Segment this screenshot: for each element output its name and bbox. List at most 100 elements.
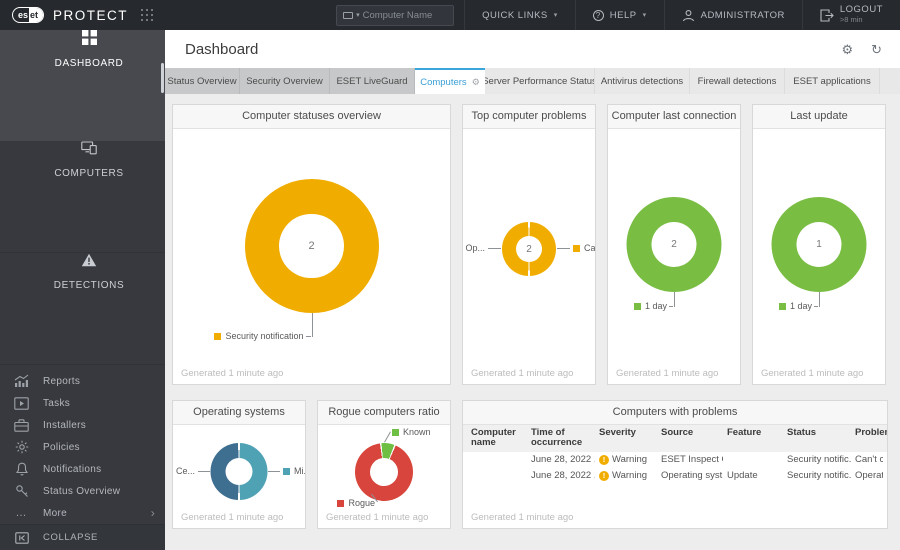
page-header: Dashboard ⚙ ↻: [165, 30, 900, 68]
generated-timestamp: Generated 1 minute ago: [326, 512, 429, 523]
rogue-ratio-donut-chart[interactable]: [355, 443, 413, 501]
product-name: PROTECT: [53, 7, 129, 23]
collapse-icon: [13, 531, 30, 544]
card-title: Operating systems: [173, 401, 305, 425]
legend-swatch: [633, 302, 641, 310]
help-label: HELP: [609, 9, 637, 21]
generated-timestamp: Generated 1 minute ago: [616, 368, 719, 379]
search-type-caret-icon[interactable]: ▾: [356, 11, 360, 19]
sidebar-scrollbar[interactable]: [161, 63, 164, 93]
legend-known: Known: [392, 427, 431, 437]
collapse-label: COLLAPSE: [43, 532, 98, 543]
last-update-donut-chart[interactable]: 1: [771, 197, 867, 292]
dashboard-grid-icon: [81, 30, 98, 45]
card-computer-statuses-overview: Computer statuses overview 2 Security no…: [172, 104, 451, 385]
card-last-update: Last update 1 1 day Generated 1 minute a…: [752, 104, 886, 385]
settings-gear-icon[interactable]: ⚙: [841, 41, 854, 57]
sidebar-item-reports[interactable]: Reports: [0, 370, 165, 392]
tab-truncated[interactable]: Clo: [880, 68, 900, 94]
generated-timestamp: Generated 1 minute ago: [181, 368, 284, 379]
sidebar-item-tasks[interactable]: Tasks: [0, 392, 165, 414]
column-header: Time of occurrence: [531, 427, 583, 449]
quick-links-menu[interactable]: QUICK LINKS ▾: [464, 0, 575, 30]
top-problems-donut-chart[interactable]: 2: [502, 222, 556, 276]
sidebar-item-label: Notifications: [43, 463, 102, 475]
card-computer-last-connection: Computer last connection 2 1 day Generat…: [607, 104, 741, 385]
sidebar-item-detections[interactable]: DETECTIONS: [0, 253, 165, 365]
tab-firewall-detections[interactable]: Firewall detections: [690, 68, 785, 94]
tab-status-overview[interactable]: Status Overview: [165, 68, 240, 94]
brand: es et PROTECT: [0, 7, 166, 23]
logout-button[interactable]: LOGOUT >8 min: [801, 0, 900, 30]
top-bar: es et PROTECT ▾ QUICK LINKS ▾ ? HELP ▾ A…: [0, 0, 900, 30]
search-input[interactable]: [362, 9, 441, 21]
user-label: ADMINISTRATOR: [700, 9, 785, 21]
legend-swatch: [214, 332, 222, 340]
warning-icon: [599, 470, 609, 481]
sidebar-item-status-overview[interactable]: Status Overview: [0, 480, 165, 502]
callout-line: [311, 313, 313, 337]
tab-server-performance-status[interactable]: Server Performance Status: [485, 68, 595, 94]
sidebar-item-label: Tasks: [43, 397, 71, 409]
user-menu[interactable]: ADMINISTRATOR: [663, 0, 802, 30]
generated-timestamp: Generated 1 minute ago: [181, 512, 284, 523]
tab-security-overview[interactable]: Security Overview: [240, 68, 330, 94]
sidebar-item-dashboard[interactable]: DASHBOARD: [0, 30, 165, 141]
warning-icon: [599, 454, 609, 465]
callout-line: [268, 471, 280, 472]
sidebar-item-label: More: [43, 507, 67, 519]
tab-computers[interactable]: Computers ⚙: [415, 68, 485, 94]
card-title: Computer last connection: [608, 105, 740, 129]
sidebar-item-computers[interactable]: COMPUTERS: [0, 141, 165, 253]
column-header: Problem: [855, 427, 887, 438]
card-title: Last update: [753, 105, 885, 129]
tab-eset-liveguard[interactable]: ESET LiveGuard: [330, 68, 415, 94]
sidebar-item-label: Reports: [43, 375, 81, 387]
legend-right: Mi...: [283, 466, 305, 476]
help-icon: ?: [592, 9, 604, 21]
search-box[interactable]: ▾: [336, 4, 455, 26]
legend-left: Op...: [463, 243, 485, 253]
table-row[interactable]: June 28, 2022 ... Warning ESET Inspect C…: [463, 452, 887, 468]
legend-left: Ce...: [173, 466, 195, 476]
callout-line: [814, 306, 818, 307]
help-menu[interactable]: ? HELP ▾: [574, 0, 664, 30]
donut-center-value: 1: [816, 239, 822, 250]
alert-triangle-icon: [81, 253, 98, 267]
donut-center-value: 2: [671, 239, 677, 250]
table-row[interactable]: June 28, 2022 ... Warning Operating syst…: [463, 468, 887, 484]
generated-timestamp: Generated 1 minute ago: [761, 368, 864, 379]
legend-swatch: [337, 499, 345, 507]
sidebar-item-label: Installers: [43, 419, 87, 431]
refresh-icon[interactable]: ↻: [871, 41, 882, 57]
card-title: Computer statuses overview: [173, 105, 450, 129]
app-launcher-icon[interactable]: [141, 8, 154, 22]
tab-gear-icon[interactable]: ⚙: [471, 76, 480, 87]
tab-eset-applications[interactable]: ESET applications: [785, 68, 880, 94]
eset-logo-right: et: [29, 8, 44, 22]
sidebar-item-policies[interactable]: Policies: [0, 436, 165, 458]
column-header: Status: [787, 427, 817, 438]
callout-line: [198, 471, 210, 472]
legend-swatch: [573, 244, 580, 252]
tab-antivirus-detections[interactable]: Antivirus detections: [595, 68, 690, 94]
sidebar-item-label: DETECTIONS: [53, 280, 125, 291]
legend-swatch: [392, 428, 399, 436]
sidebar-item-more[interactable]: … More ›: [0, 502, 165, 524]
sidebar-item-label: COMPUTERS: [54, 168, 124, 179]
legend-right: Ca...: [573, 243, 595, 253]
legend-1-day: 1 day: [633, 301, 667, 311]
last-connection-donut-chart[interactable]: 2: [626, 197, 722, 292]
legend-security-notification: Security notification: [214, 331, 304, 341]
collapse-button[interactable]: COLLAPSE: [0, 524, 165, 550]
column-header: Computer name: [471, 427, 516, 449]
user-icon: [682, 9, 694, 21]
ellipsis-icon: …: [15, 507, 28, 519]
eset-logo-left: es: [18, 9, 29, 20]
sidebar-item-notifications[interactable]: Notifications: [0, 458, 165, 480]
operating-systems-donut-chart[interactable]: [210, 443, 268, 500]
card-top-computer-problems: Top computer problems 2 Op...: [462, 104, 596, 385]
sidebar-item-installers[interactable]: Installers: [0, 414, 165, 436]
logout-label: LOGOUT: [839, 4, 883, 16]
computer-statuses-donut-chart[interactable]: 2: [244, 179, 379, 313]
